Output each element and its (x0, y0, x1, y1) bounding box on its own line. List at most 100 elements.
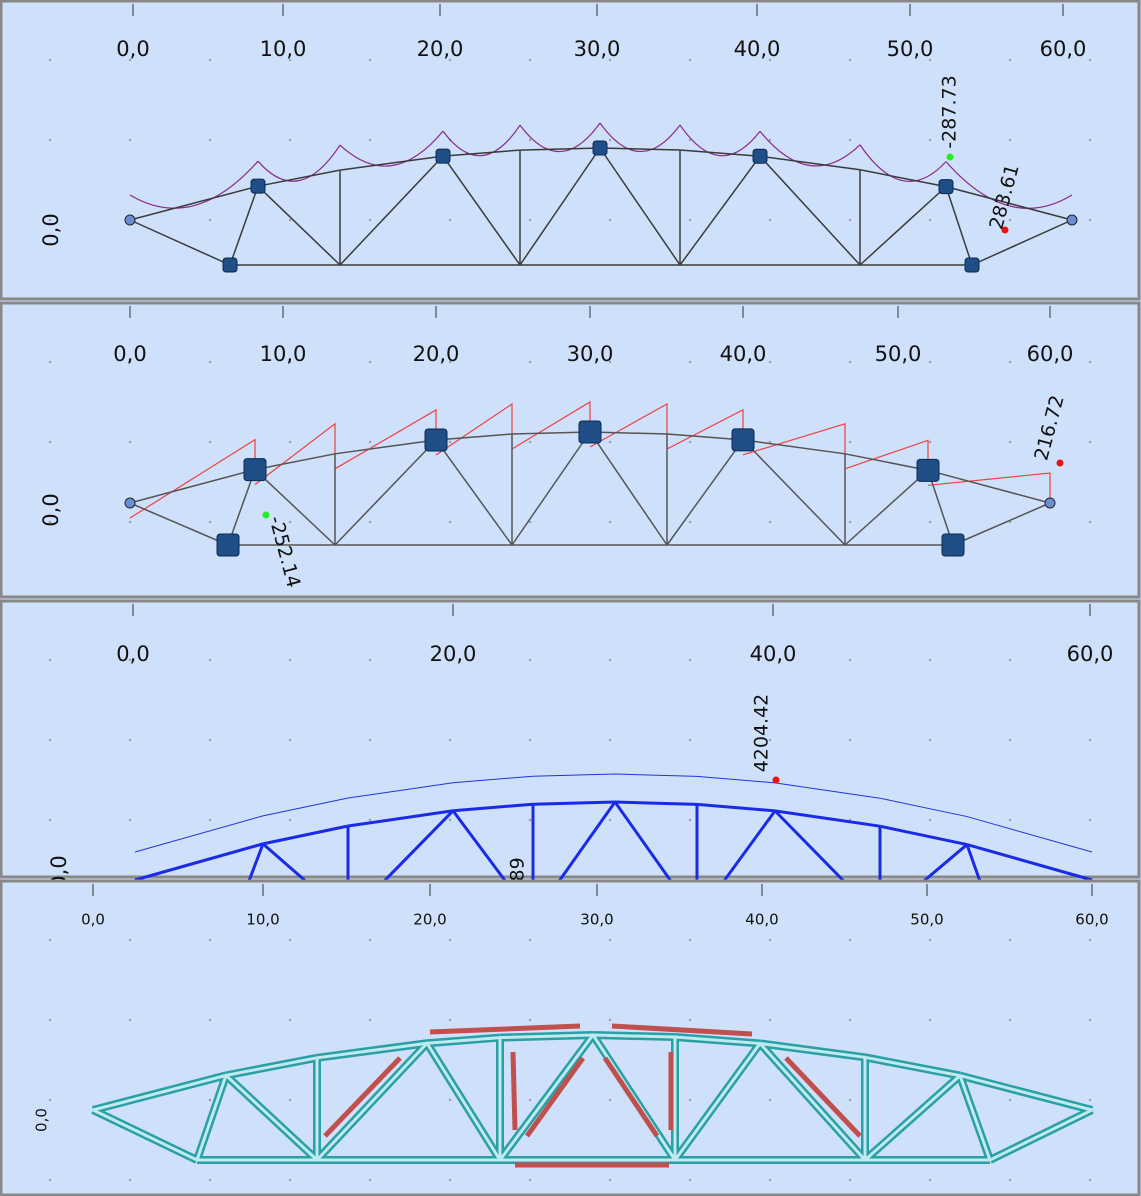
grid-dot (529, 1019, 531, 1021)
grid-dot (929, 659, 931, 661)
grid-dot (769, 1099, 771, 1101)
grid-dot (209, 1019, 211, 1021)
grid-dot (929, 361, 931, 363)
grid-dot (1009, 819, 1011, 821)
end-support (125, 498, 135, 508)
grid-dot (689, 819, 691, 821)
x-axis-label: 60,0 (1040, 37, 1087, 61)
grid-dot (929, 139, 931, 141)
grid-dot (1089, 819, 1091, 821)
grid-dot (129, 521, 131, 523)
grid-dot (929, 441, 931, 443)
grid-dot (209, 1099, 211, 1101)
annotation-value: 4204.42 (751, 694, 773, 773)
grid-dot (1089, 1179, 1091, 1181)
grid-dot (529, 219, 531, 221)
grid-dot (689, 1179, 691, 1181)
x-axis-label: 0,0 (81, 911, 105, 929)
grid-dot (609, 219, 611, 221)
x-axis-label: 60,0 (1067, 642, 1114, 666)
grid-dot (449, 521, 451, 523)
grid-dot (929, 1179, 931, 1181)
grid-dot (849, 59, 851, 61)
grid-dot (1089, 441, 1091, 443)
grid-dot (49, 1179, 51, 1181)
grid-dot (289, 1099, 291, 1101)
grid-dot (289, 139, 291, 141)
node-support (753, 149, 767, 163)
grid-dot (1089, 1019, 1091, 1021)
grid-dot (49, 659, 51, 661)
x-axis-label: 50,0 (887, 37, 934, 61)
x-axis-label: 30,0 (567, 342, 614, 366)
grid-dot (209, 739, 211, 741)
grid-dot (929, 1019, 931, 1021)
grid-dot (369, 521, 371, 523)
grid-dot (529, 361, 531, 363)
grid-dot (129, 739, 131, 741)
grid-dot (209, 361, 211, 363)
grid-dot (129, 939, 131, 941)
panel: 0,010,020,030,040,050,060,00,0216.72-252… (1, 303, 1139, 597)
grid-dot (529, 819, 531, 821)
grid-dot (609, 1019, 611, 1021)
grid-dot (1089, 139, 1091, 141)
x-axis-label: 50,0 (910, 911, 943, 929)
x-axis-label: 50,0 (875, 342, 922, 366)
end-support (1045, 498, 1055, 508)
grid-dot (529, 739, 531, 741)
grid-dot (369, 441, 371, 443)
x-axis-label: 10,0 (260, 37, 307, 61)
grid-dot (849, 1099, 851, 1101)
grid-dot (209, 659, 211, 661)
grid-dot (689, 659, 691, 661)
grid-dot (369, 939, 371, 941)
grid-dot (1009, 1019, 1011, 1021)
grid-dot (929, 939, 931, 941)
end-support (125, 215, 135, 225)
grid-dot (1089, 361, 1091, 363)
grid-dot (609, 819, 611, 821)
grid-dot (849, 361, 851, 363)
grid-dot (369, 219, 371, 221)
grid-dot (1089, 939, 1091, 941)
grid-dot (129, 1179, 131, 1181)
x-axis-label: 40,0 (734, 37, 781, 61)
grid-dot (529, 659, 531, 661)
grid-dot (769, 521, 771, 523)
x-axis-label: 60,0 (1075, 911, 1108, 929)
grid-dot (1089, 1099, 1091, 1101)
y-axis-label: 0,0 (39, 493, 63, 526)
grid-dot (1009, 1099, 1011, 1101)
x-axis-label: 60,0 (1027, 342, 1074, 366)
grid-dot (449, 441, 451, 443)
grid-dot (369, 1179, 371, 1181)
grid-dot (449, 219, 451, 221)
grid-dot (369, 1019, 371, 1021)
grid-dot (1009, 441, 1011, 443)
grid-dot (449, 819, 451, 821)
grid-dot (609, 939, 611, 941)
grid-dot (1009, 59, 1011, 61)
grid-dot (449, 739, 451, 741)
node-support (425, 429, 447, 451)
grid-dot (449, 1099, 451, 1101)
node-support (732, 429, 754, 451)
grid-dot (369, 59, 371, 61)
grid-dot (1009, 361, 1011, 363)
grid-dot (289, 1179, 291, 1181)
grid-dot (449, 1179, 451, 1181)
truss-member-inner (593, 1035, 675, 1037)
x-axis-label: 0,0 (113, 342, 146, 366)
panel: 0,010,020,030,040,050,060,00,0-287.73283… (1, 1, 1139, 299)
grid-dot (849, 659, 851, 661)
grid-dot (849, 521, 851, 523)
grid-dot (609, 139, 611, 141)
grid-dot (289, 1019, 291, 1021)
grid-dot (449, 1019, 451, 1021)
grid-dot (1009, 739, 1011, 741)
grid-dot (769, 939, 771, 941)
grid-dot (449, 939, 451, 941)
x-axis-label: 20,0 (413, 911, 446, 929)
grid-dot (1089, 219, 1091, 221)
